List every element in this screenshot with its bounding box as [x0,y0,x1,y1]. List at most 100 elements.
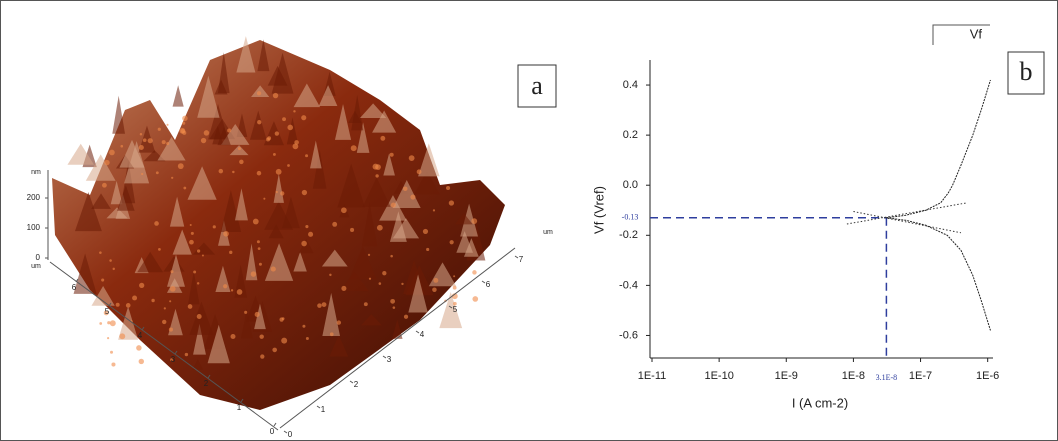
grain [109,149,115,156]
peak [318,85,338,106]
grain [99,322,103,325]
axis-label: nm [31,169,41,176]
peak [167,254,185,287]
tick [283,430,288,434]
peak [137,251,164,273]
grain [157,127,161,131]
peak [408,274,428,313]
grain [112,267,115,271]
tick-label: 0 [36,253,41,262]
grain [301,189,308,196]
grain [250,271,257,277]
panel-label: b [1020,57,1033,86]
grain [305,225,309,229]
grain [367,253,371,257]
peak [189,301,214,335]
peak [110,180,123,205]
tick-label: 2 [204,379,209,388]
grain [107,337,110,340]
grain [266,137,270,142]
peak [192,359,204,370]
tick-label: 5 [105,307,110,316]
grain [196,249,201,253]
grain [256,170,262,176]
grain [189,239,194,245]
peak [349,246,377,280]
peak [298,239,314,254]
peak [172,85,184,107]
grain [104,159,110,166]
grain [254,311,260,317]
curve [886,217,991,331]
peak [197,75,220,118]
grain [154,221,159,226]
grain [223,284,228,289]
panel-label: a [531,71,543,100]
peak [454,213,473,225]
tick-label: 4 [420,330,425,339]
tick [273,422,277,427]
tick-label: 1 [237,403,242,412]
grain [257,247,261,250]
grain [163,307,166,310]
y-tick-label: 0.2 [623,129,638,141]
grain [301,240,307,247]
grain [138,144,144,151]
peak [106,207,128,219]
y-tick-label: -0.4 [619,279,638,291]
peak [119,139,145,168]
peak [322,292,341,337]
grain [218,168,224,174]
grain [272,152,276,156]
peak [220,190,242,232]
peak [337,163,366,208]
peak [207,324,230,364]
grain [341,207,347,214]
grain [232,170,235,174]
grain [257,120,262,125]
grain [227,128,232,133]
tangent-line [846,202,968,225]
grain [237,147,241,151]
peak [273,173,284,203]
grain [111,362,116,367]
grain [453,275,456,278]
grain [341,285,347,291]
grain [301,115,307,121]
y-tick-label: -0.2 [619,229,638,241]
grain [119,333,126,340]
grain [107,321,111,325]
grain [272,347,278,353]
peak [267,65,288,86]
tick-label: 6 [72,283,77,292]
annotation: 3.1E-8 [876,373,898,382]
tick-label: 100 [27,223,41,232]
grain [141,172,144,176]
peak [383,153,395,176]
grain [182,121,186,125]
x-tick-label: 1E-7 [909,370,932,382]
grain [321,302,327,308]
grain [132,295,138,301]
grain [170,270,174,274]
peak [251,85,270,98]
grain [449,240,454,245]
peak [348,110,362,124]
tick [448,305,453,309]
tick [481,280,486,284]
x-tick-label: 1E-6 [976,370,999,382]
afm-surface [52,36,505,410]
peak [217,126,231,146]
grain [317,303,322,308]
grain [403,314,409,319]
peak [257,39,270,72]
peak [392,179,421,209]
grain [139,282,145,289]
grain [375,174,379,178]
grain [256,91,262,96]
grain [223,230,229,237]
grain [101,278,105,282]
grain [166,123,169,126]
peak [188,271,200,305]
grain [380,135,386,141]
